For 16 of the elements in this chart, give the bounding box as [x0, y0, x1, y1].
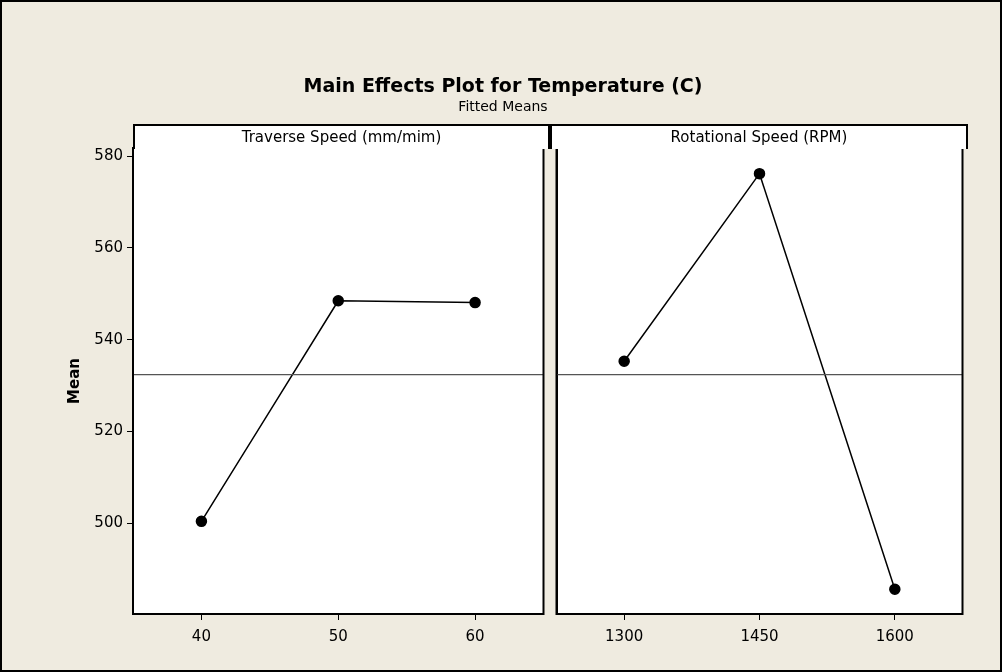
y-axis-title: Mean	[64, 358, 83, 404]
x-tick-label: 1300	[605, 626, 644, 645]
y-tick-label: 580	[94, 146, 123, 165]
y-tick-label: 500	[94, 513, 123, 532]
chart-subtitle: Fitted Means	[457, 98, 549, 114]
y-tick-label: 520	[94, 421, 123, 440]
x-tick-label: 60	[465, 626, 485, 645]
chart-title: Main Effects Plot for Temperature (C)	[302, 74, 704, 96]
x2-axis-title: Traverse Speed (mm/mim)	[133, 124, 550, 149]
x-tick-label: 1600	[875, 626, 914, 645]
y-tick-label: 540	[94, 329, 123, 348]
x-tick-label: 50	[328, 626, 348, 645]
x2-axis-title: Rotational Speed (RPM)	[550, 124, 968, 149]
x-tick-label: 1450	[740, 626, 779, 645]
y-tick-label: 560	[94, 237, 123, 256]
x-tick-label: 40	[191, 626, 211, 645]
